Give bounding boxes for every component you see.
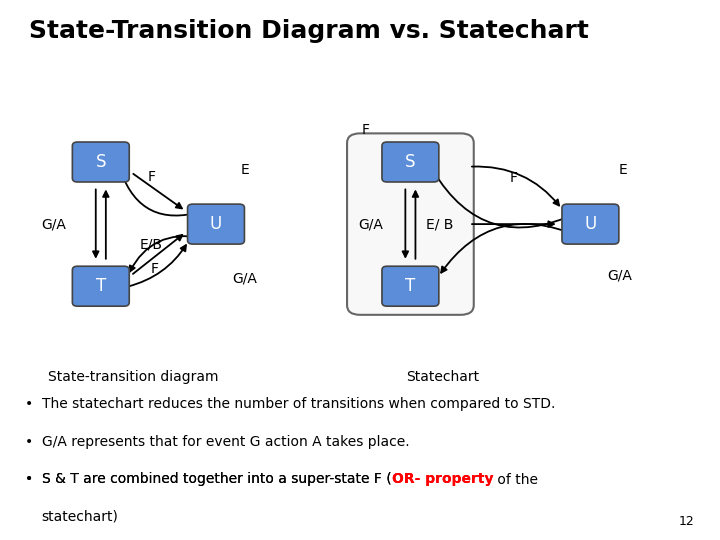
Text: F: F — [147, 170, 156, 184]
FancyBboxPatch shape — [562, 204, 618, 244]
FancyArrowPatch shape — [130, 236, 202, 272]
Text: F: F — [510, 171, 518, 185]
Text: E: E — [240, 163, 249, 177]
Text: S: S — [96, 153, 106, 171]
Text: G/A: G/A — [42, 217, 66, 231]
Text: E/B: E/B — [140, 238, 163, 251]
FancyArrowPatch shape — [128, 245, 186, 287]
Text: OR- property: OR- property — [392, 472, 493, 487]
Text: F: F — [361, 123, 369, 137]
FancyArrowPatch shape — [133, 174, 182, 208]
Text: G/A: G/A — [607, 268, 631, 282]
Text: F: F — [150, 262, 159, 275]
Text: •  S & T are combined together into a super-state F (: • S & T are combined together into a sup… — [25, 472, 392, 487]
FancyArrowPatch shape — [120, 172, 202, 215]
Text: G/A: G/A — [233, 271, 257, 285]
Text: •  G/A represents that for event G action A takes place.: • G/A represents that for event G action… — [25, 435, 410, 449]
FancyBboxPatch shape — [382, 266, 439, 306]
FancyArrowPatch shape — [133, 235, 182, 274]
Text: State-transition diagram: State-transition diagram — [48, 370, 218, 384]
FancyArrowPatch shape — [433, 171, 577, 227]
Text: OR- property: OR- property — [392, 472, 493, 487]
Text: 12: 12 — [679, 515, 695, 528]
FancyBboxPatch shape — [72, 142, 130, 182]
FancyBboxPatch shape — [72, 266, 130, 306]
Text: U: U — [584, 215, 597, 233]
Text: •  The statechart reduces the number of transitions when compared to STD.: • The statechart reduces the number of t… — [25, 397, 556, 411]
FancyArrowPatch shape — [402, 190, 408, 257]
Text: E: E — [618, 163, 627, 177]
FancyArrowPatch shape — [413, 191, 418, 259]
Text: G/A: G/A — [359, 217, 383, 231]
Text: statechart): statechart) — [41, 509, 118, 523]
FancyBboxPatch shape — [347, 133, 474, 315]
Text: Statechart: Statechart — [406, 370, 480, 384]
FancyArrowPatch shape — [472, 221, 554, 227]
FancyBboxPatch shape — [187, 204, 244, 244]
Text: of the: of the — [493, 472, 539, 487]
FancyArrowPatch shape — [93, 190, 99, 257]
Text: S: S — [405, 153, 415, 171]
FancyArrowPatch shape — [472, 166, 559, 206]
FancyArrowPatch shape — [103, 191, 109, 259]
Text: State-Transition Diagram vs. Statechart: State-Transition Diagram vs. Statechart — [29, 19, 589, 43]
FancyArrowPatch shape — [441, 224, 577, 273]
FancyBboxPatch shape — [382, 142, 439, 182]
Text: T: T — [405, 277, 415, 295]
Text: •  S & T are combined together into a super-state F (: • S & T are combined together into a sup… — [25, 472, 392, 487]
Text: T: T — [96, 277, 106, 295]
Text: E/ B: E/ B — [426, 217, 453, 231]
Text: U: U — [210, 215, 222, 233]
